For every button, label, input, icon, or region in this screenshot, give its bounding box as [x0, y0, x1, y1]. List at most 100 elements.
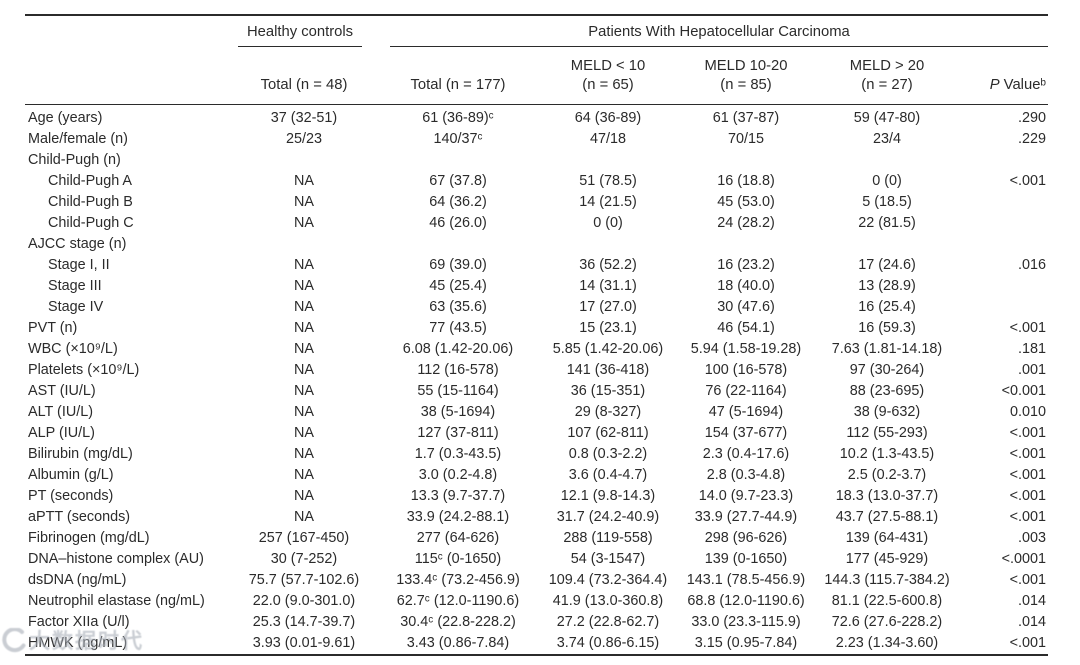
p-value-cell: .014	[1018, 593, 1047, 609]
value-cell: 59 (47-80)	[853, 110, 921, 126]
value-cell: 257 (167-450)	[258, 530, 350, 546]
value-cell: 77 (43.5)	[429, 320, 487, 336]
value-cell: 2.23 (1.34-3.60)	[835, 635, 939, 651]
value-cell: 36 (52.2)	[579, 257, 637, 273]
value-cell: NA	[294, 488, 314, 504]
value-cell: 18 (40.0)	[717, 278, 775, 294]
col-header-healthy-total: Total (n = 48)	[230, 47, 378, 105]
value-cell: 22.0 (9.0-301.0)	[252, 593, 356, 609]
value-cell	[378, 150, 538, 171]
value-cell: 54 (3-1547)	[570, 551, 646, 567]
value-cell: 3.74 (0.86-6.15)	[556, 635, 660, 651]
table-body: Age (years) 37 (32-51) 61 (36-89)ᶜ 64 (36-8…	[25, 105, 1048, 656]
value-cell: 12.1 (9.8-14.3)	[560, 488, 656, 504]
value-cell: 154 (37-677)	[704, 425, 788, 441]
p-value-cell: .181	[1018, 341, 1047, 357]
value-cell: 3.43 (0.86-7.84)	[406, 635, 510, 651]
table-row: ALP (IU/L) NA 127 (37-811) 107 (62-811) 154 …	[25, 423, 1048, 444]
value-cell: NA	[294, 173, 314, 189]
value-cell: 88 (23-695)	[849, 383, 925, 399]
p-value-cell: <0.001	[1001, 383, 1047, 399]
value-cell: 14 (21.5)	[579, 194, 637, 210]
row-label: aPTT (seconds)	[28, 509, 131, 525]
row-label: WBC (×10⁹/L)	[28, 341, 118, 357]
value-cell: 68.8 (12.0-1190.6)	[687, 593, 805, 609]
value-cell: 3.6 (0.4-4.7)	[568, 467, 648, 483]
value-cell: 45 (25.4)	[429, 278, 487, 294]
p-value-cell: <.001	[1009, 467, 1047, 483]
value-cell: 25/23	[285, 131, 322, 147]
row-label: Bilirubin (mg/dL)	[28, 446, 133, 462]
p-value-cell: <.001	[1009, 509, 1047, 525]
value-cell: 13.3 (9.7-37.7)	[410, 488, 506, 504]
healthy-controls-spanner-label: Healthy controls	[238, 23, 362, 47]
p-value-cell: <.001	[1009, 446, 1047, 462]
value-cell: 139 (0-1650)	[704, 551, 788, 567]
table-row: WBC (×10⁹/L) NA 6.08 (1.42-20.06) 5.85 (1.4…	[25, 339, 1048, 360]
value-cell: 109.4 (73.2-364.4)	[548, 572, 668, 588]
col-header-meld-10-20: MELD 10-20 (n = 85)	[678, 47, 814, 105]
value-cell: 47 (5-1694)	[708, 404, 784, 420]
table-row: aPTT (seconds) NA 33.9 (24.2-88.1) 31.7 (24…	[25, 507, 1048, 528]
p-value-cell: .016	[1018, 257, 1047, 273]
value-cell	[538, 150, 678, 171]
value-cell: 1.7 (0.3-43.5)	[414, 446, 502, 462]
col-header-meld-lt10: MELD < 10 (n = 65)	[538, 47, 678, 105]
value-cell: 3.0 (0.2-4.8)	[418, 467, 498, 483]
value-cell	[814, 234, 960, 255]
value-cell: 33.9 (24.2-88.1)	[406, 509, 510, 525]
value-cell: 69 (39.0)	[429, 257, 487, 273]
value-cell: 0.8 (0.3-2.2)	[568, 446, 648, 462]
table-row: Platelets (×10⁹/L) NA 112 (16-578) 141 (36-…	[25, 360, 1048, 381]
value-cell: 17 (24.6)	[858, 257, 916, 273]
value-cell: 133.4ᶜ (73.2-456.9)	[396, 572, 520, 588]
value-cell	[230, 234, 378, 255]
value-cell: 298 (96-626)	[704, 530, 788, 546]
table-row: PT (seconds) NA 13.3 (9.7-37.7) 12.1 (9.8-1…	[25, 486, 1048, 507]
value-cell: 115ᶜ (0-1650)	[414, 551, 502, 567]
value-cell: 36 (15-351)	[570, 383, 646, 399]
value-cell	[678, 234, 814, 255]
hcc-group-header: Patients With Hepatocellular Carcinoma	[378, 15, 1049, 47]
value-cell	[814, 150, 960, 171]
value-cell: 2.5 (0.2-3.7)	[847, 467, 927, 483]
value-cell: 13 (28.9)	[858, 278, 916, 294]
row-label: Albumin (g/L)	[28, 467, 114, 483]
row-label: Fibrinogen (mg/dL)	[28, 530, 150, 546]
p-value-rest: Valueᵇ	[999, 77, 1047, 93]
value-cell: 51 (78.5)	[579, 173, 637, 189]
value-cell: 18.3 (13.0-37.7)	[835, 488, 939, 504]
value-cell: 143.1 (78.5-456.9)	[686, 572, 806, 588]
value-cell: 112 (16-578)	[417, 362, 499, 378]
table-row: ALT (IU/L) NA 38 (5-1694) 29 (8-327) 47 (5-1…	[25, 402, 1048, 423]
table-row: Stage I, II NA 69 (39.0) 36 (52.2) 16 (23.2)…	[25, 255, 1048, 276]
table-row: Stage III NA 45 (25.4) 14 (31.1) 18 (40.0) 13…	[25, 276, 1048, 297]
p-value-cell: .014	[1018, 614, 1047, 630]
value-cell: 22 (81.5)	[858, 215, 916, 231]
table-row: Child-Pugh B NA 64 (36.2) 14 (21.5) 45 (53.0…	[25, 192, 1048, 213]
table-row: HMWK (ng/mL) 3.93 (0.01-9.61) 3.43 (0.86-7…	[25, 633, 1048, 655]
p-value-cell: <.001	[1009, 635, 1047, 651]
value-cell: 70/15	[727, 131, 764, 147]
table-header: Healthy controls Patients With Hepatocel…	[25, 15, 1049, 105]
p-value-italic-p: P	[989, 77, 1000, 93]
value-cell: 100 (16-578)	[704, 362, 788, 378]
p-value-cell	[960, 276, 1048, 297]
value-cell: NA	[294, 278, 314, 294]
value-cell: 72.6 (27.6-228.2)	[831, 614, 943, 630]
value-cell: 43.7 (27.5-88.1)	[835, 509, 939, 525]
row-label: Child-Pugh (n)	[28, 152, 121, 168]
col-header-p-value: P Valueᵇ	[960, 47, 1049, 105]
clinical-characteristics-table: Healthy controls Patients With Hepatocel…	[25, 14, 1049, 656]
row-label: Child-Pugh B	[48, 194, 133, 210]
row-label-column-header	[25, 47, 230, 105]
table-row: PVT (n) NA 77 (43.5) 15 (23.1) 46 (54.1) 16 (…	[25, 318, 1048, 339]
value-cell: 46 (26.0)	[429, 215, 487, 231]
value-cell: 15 (23.1)	[579, 320, 637, 336]
p-value-cell: <.001	[1009, 488, 1047, 504]
value-cell: 75.7 (57.7-102.6)	[248, 572, 360, 588]
value-cell: 31.7 (24.2-40.9)	[556, 509, 660, 525]
value-cell: NA	[294, 446, 314, 462]
value-cell: 10.2 (1.3-43.5)	[839, 446, 935, 462]
